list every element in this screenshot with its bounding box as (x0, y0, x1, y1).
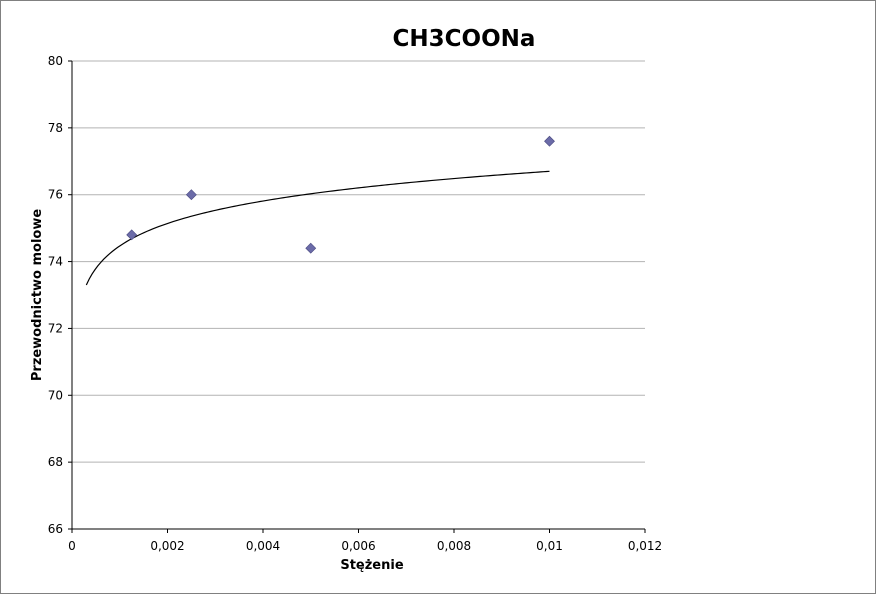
x-axis-ticks: 0 0,002 0,004 0,006 0,008 0,01 0,012 (68, 529, 662, 553)
chart-title: CH3COONa (393, 26, 536, 52)
x-tick-label: 0,008 (437, 539, 471, 553)
gridlines (72, 60, 645, 463)
x-axis-title: Stężenie (340, 558, 403, 573)
x-tick-label: 0,006 (341, 539, 375, 553)
y-tick-label: 68 (48, 455, 63, 469)
y-axis-ticks: 66 68 70 72 74 76 78 80 (48, 54, 72, 536)
y-axis-title: Przewodnictwo molowe (30, 209, 45, 382)
x-tick-label: 0,012 (628, 539, 662, 553)
data-point-marker (544, 135, 555, 147)
data-points (126, 135, 555, 254)
y-tick-label: 70 (48, 388, 63, 402)
y-tick-label: 80 (48, 54, 63, 68)
trendline (85, 170, 550, 286)
x-tick-label: 0,01 (536, 539, 563, 553)
y-tick-label: 66 (48, 522, 63, 536)
y-tick-label: 78 (48, 121, 63, 135)
data-point-marker (185, 189, 197, 201)
x-tick-label: 0,002 (150, 539, 184, 553)
y-tick-label: 72 (48, 321, 63, 335)
x-tick-label: 0 (68, 539, 76, 553)
x-tick-label: 0,004 (246, 539, 280, 553)
data-point-marker (126, 229, 138, 241)
y-tick-label: 76 (48, 188, 63, 202)
data-point-marker (305, 242, 317, 254)
y-tick-label: 74 (48, 255, 63, 269)
